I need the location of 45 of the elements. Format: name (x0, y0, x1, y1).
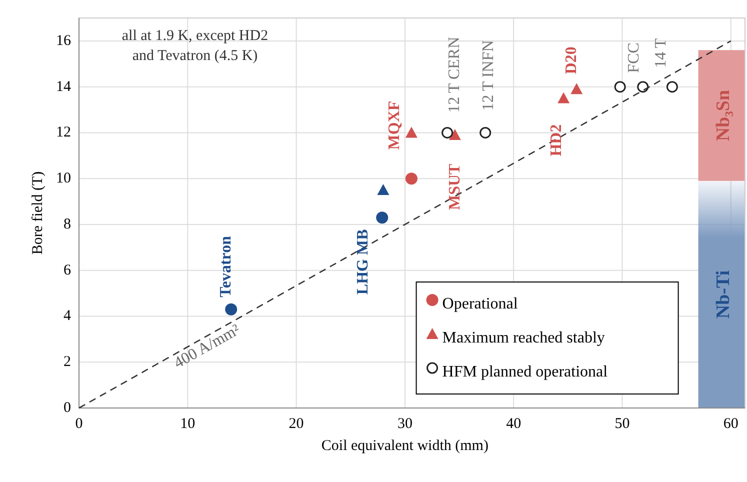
y-tick-label: 6 (64, 262, 72, 278)
point (570, 83, 583, 94)
x-tick-label: 30 (397, 416, 412, 432)
x-tick-label: 50 (614, 416, 630, 432)
x-tick-label: 60 (723, 416, 738, 432)
x-tick-label: 0 (75, 416, 83, 432)
annotation: 14 T (652, 38, 670, 68)
point (558, 92, 570, 104)
y-tick-label: 12 (56, 124, 71, 141)
y-tick-label: 0 (64, 400, 71, 416)
point (666, 81, 678, 93)
y-tick-label: 8 (64, 216, 71, 232)
point (614, 81, 626, 93)
annotation: FCC (626, 42, 643, 73)
y-axis-title: Bore field (T) (30, 171, 46, 255)
y-tick-label: 4 (64, 308, 72, 324)
x-tick-label: 20 (288, 416, 304, 432)
annotation: HD2 (548, 124, 566, 156)
legend-label: Operational (442, 296, 518, 312)
point (442, 126, 454, 138)
annotation: MQXF (386, 100, 403, 150)
x-tick-label: 40 (506, 416, 522, 432)
y-tick-label: 14 (56, 78, 72, 95)
annotation: 12 T CERN (446, 36, 463, 113)
annotation: Tevatron (218, 236, 235, 298)
point (225, 303, 238, 316)
annotation: MSUT (446, 163, 464, 210)
x-axis-title: Coil equivalent width (mm) (321, 438, 488, 454)
point (376, 212, 388, 224)
annotation: all at 1.9 K, except HD2 and Tevatron (4.5 K) (122, 28, 268, 64)
band-label: Nb₃Sn (713, 90, 734, 142)
point (637, 81, 649, 93)
annotation: LHG MB (354, 228, 372, 295)
legend-label: HFM planned operational (442, 364, 608, 380)
y-tick-label: 10 (56, 170, 71, 187)
legend-label: Maximum reached stably (442, 330, 605, 346)
annotation: 12 T INFN (480, 40, 497, 111)
band-label: Nb-Ti (713, 270, 734, 319)
point (480, 126, 492, 138)
annotation: D20 (563, 46, 580, 74)
point (448, 129, 461, 140)
x-tick-label: 10 (180, 416, 196, 432)
y-tick-label: 2 (64, 354, 71, 370)
y-tick-label: 16 (56, 32, 72, 49)
point (405, 126, 418, 138)
